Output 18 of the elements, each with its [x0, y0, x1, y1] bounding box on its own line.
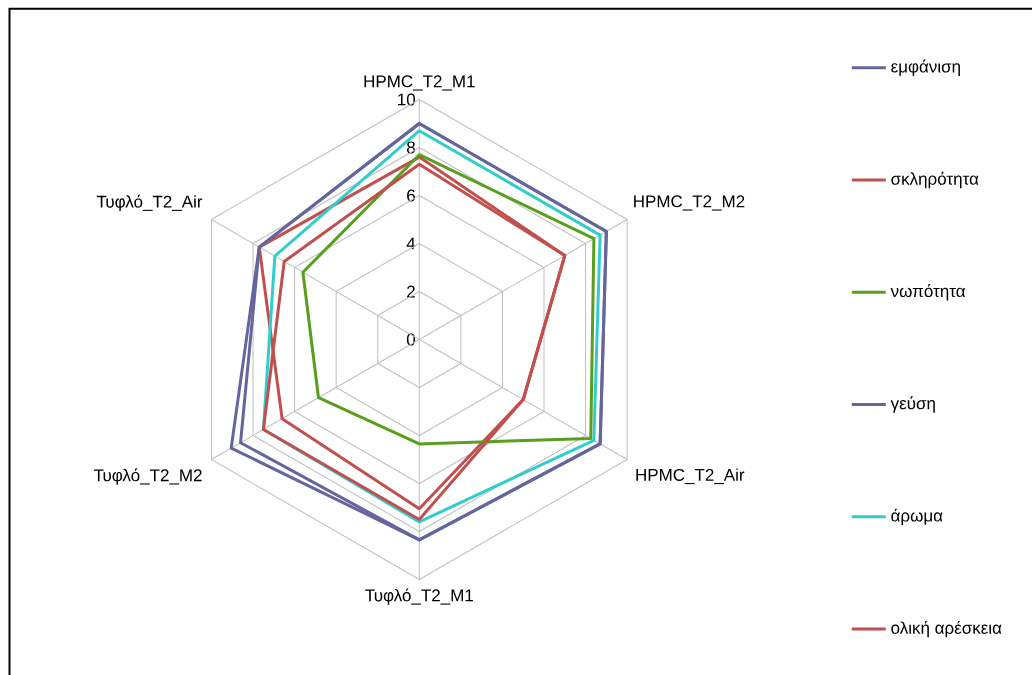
spoke-label: Τυφλό_T2_Air — [96, 194, 203, 212]
legend-label: νωπότητα — [890, 284, 966, 301]
y-tick-label: 2 — [407, 285, 415, 298]
spoke-label: HPMC_T2_M2 — [634, 195, 745, 211]
legend-label: σκληρότητα — [891, 171, 979, 189]
spoke-label: Τυφλό_T2_M1 — [365, 588, 473, 605]
spoke-label: Τυφλό_T2_M2 — [93, 468, 202, 485]
y-tick-label: 8 — [406, 141, 415, 154]
spoke-label: HPMC_T2_Air — [636, 468, 745, 485]
legend-label: εμφάνιση — [891, 59, 960, 76]
legend-label: ολική αρέσκεια — [891, 620, 1002, 638]
y-tick-label: 0 — [406, 333, 416, 346]
y-tick-label: 4 — [406, 237, 416, 250]
legend-label: άρωμα — [891, 508, 943, 525]
y-tick-label: 6 — [407, 189, 415, 202]
y-tick-label: 10 — [398, 93, 416, 106]
spoke-label: HPMC_T2_M1 — [364, 75, 475, 91]
legend-label: γεύση — [890, 396, 935, 413]
